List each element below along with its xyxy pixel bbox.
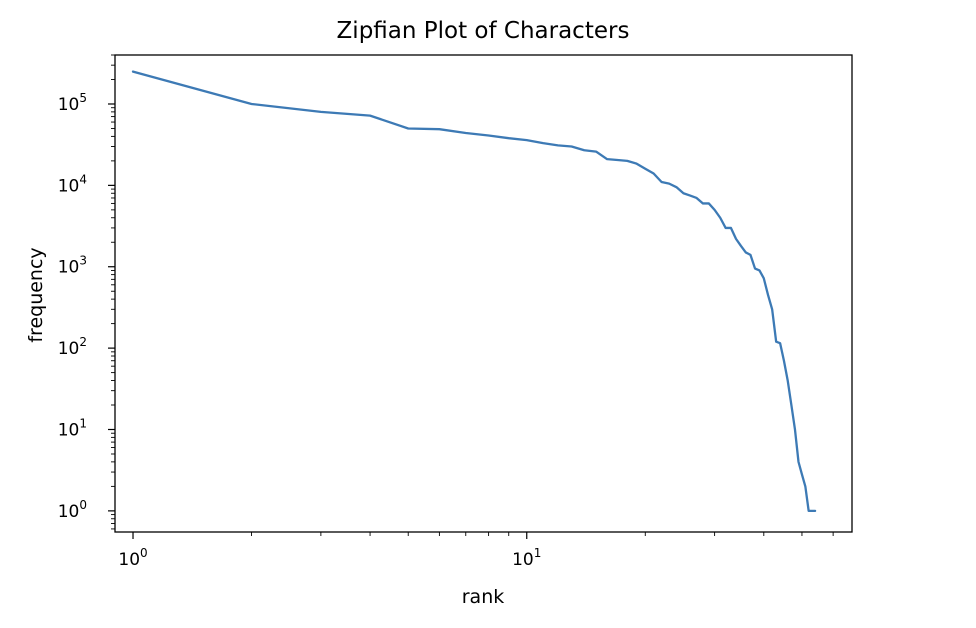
- y-tick-base: 10: [58, 176, 80, 196]
- y-tick-label: 100: [58, 498, 87, 522]
- x-tick-label: 100: [118, 546, 147, 570]
- plot-area-frame: [114, 54, 853, 533]
- x-axis-label: rank: [462, 586, 505, 608]
- y-tick-label: 101: [58, 416, 87, 440]
- y-tick-exponent: 3: [79, 254, 87, 268]
- y-tick-base: 10: [58, 339, 80, 359]
- x-tick-label: 101: [512, 546, 541, 570]
- y-tick-label: 104: [58, 172, 87, 196]
- y-tick-exponent: 4: [79, 172, 87, 186]
- y-tick-base: 10: [58, 95, 80, 115]
- y-tick-exponent: 0: [79, 498, 87, 512]
- y-tick-exponent: 2: [79, 335, 87, 349]
- y-tick-exponent: 1: [79, 416, 87, 430]
- y-tick-label: 102: [58, 335, 87, 359]
- y-tick-base: 10: [58, 258, 80, 278]
- y-tick-label: 105: [58, 91, 87, 115]
- chart-title: Zipfian Plot of Characters: [337, 18, 630, 44]
- x-tick-base: 10: [512, 550, 534, 570]
- y-tick-exponent: 5: [79, 91, 87, 105]
- y-tick-base: 10: [58, 420, 80, 440]
- series-line: [131, 70, 817, 513]
- x-axis: 100 101: [118, 532, 834, 570]
- x-tick-exponent: 0: [140, 546, 148, 560]
- y-axis-label: frequency: [25, 247, 47, 342]
- x-tick-exponent: 1: [534, 546, 542, 560]
- x-tick-base: 10: [118, 550, 140, 570]
- y-tick-label: 103: [58, 254, 87, 278]
- y-tick-base: 10: [58, 502, 80, 522]
